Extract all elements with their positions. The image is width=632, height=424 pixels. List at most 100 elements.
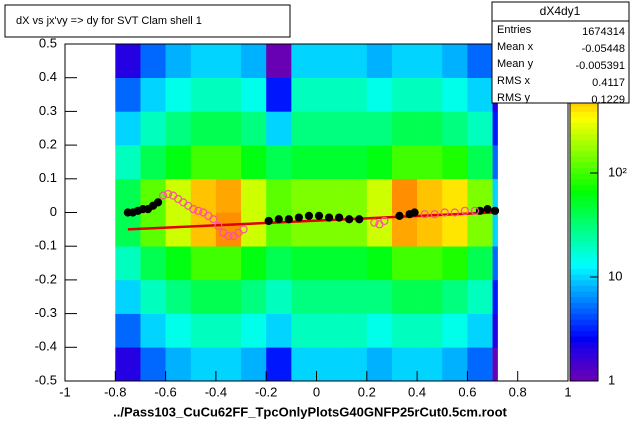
cell (291, 145, 317, 180)
cell (241, 347, 267, 382)
profile-point (224, 231, 233, 241)
cell (417, 44, 443, 78)
cell (291, 246, 317, 281)
cell (165, 347, 192, 382)
color-bar-step (570, 307, 598, 315)
cell (241, 212, 267, 247)
profile-point (355, 215, 364, 224)
cell (266, 279, 292, 314)
x-tick-label: -0.8 (104, 384, 126, 399)
cell (341, 44, 368, 78)
profile-point (158, 191, 168, 200)
cell (215, 178, 242, 213)
cell (341, 111, 368, 146)
cell (190, 279, 217, 314)
cell (391, 145, 418, 180)
cell (492, 212, 498, 247)
color-bar-step (570, 133, 598, 140)
color-bar-step (570, 364, 598, 371)
cell (366, 145, 393, 180)
cell (442, 313, 468, 348)
profile-point (304, 211, 314, 220)
profile-point (153, 198, 163, 207)
cell (316, 347, 342, 382)
cell (241, 77, 267, 112)
cell (442, 212, 468, 247)
cell (291, 279, 317, 314)
cell (366, 178, 393, 213)
x-tick-label: -0.2 (255, 384, 277, 399)
y-tick-label: -0.3 (35, 305, 57, 320)
cell (316, 111, 342, 146)
x-tick-label: 1 (564, 384, 571, 399)
profile-point (380, 216, 389, 226)
cell (391, 77, 418, 112)
color-bar-step (570, 251, 598, 258)
profile-point (440, 208, 449, 217)
cell (266, 246, 292, 281)
cell (291, 347, 317, 382)
cell (165, 246, 192, 281)
y-tick-label: 0.3 (39, 103, 57, 118)
x-tick-label: 0 (313, 384, 320, 399)
x-axis-title: ../Pass103_CuCu62FF_TpcOnlyPlotsG40GNFP2… (113, 404, 507, 419)
color-bar-step (570, 358, 598, 365)
stats-label: Entries (497, 24, 532, 36)
cell (190, 246, 217, 281)
cell (190, 313, 217, 348)
cell (115, 77, 141, 112)
stats-value: -0.005391 (575, 60, 625, 72)
z-tick-label: 10 (608, 268, 622, 283)
profile-point (194, 206, 203, 215)
color-bar-step (570, 341, 598, 348)
color-bar-step (570, 167, 598, 174)
cell (140, 111, 166, 146)
cell (467, 246, 493, 281)
profile-point (410, 208, 419, 217)
color-bar-step (570, 218, 598, 225)
cell (492, 313, 498, 348)
cell (241, 178, 267, 213)
color-bar-step (570, 257, 598, 264)
stats-label: RMS y (497, 92, 531, 104)
y-tick-label: 0.5 (39, 35, 57, 50)
color-bar-step (570, 234, 598, 242)
profile-point (264, 216, 273, 226)
cell (140, 246, 166, 281)
cell (140, 313, 166, 348)
cell (266, 111, 292, 146)
profile-point (470, 206, 480, 215)
color-bar-step (570, 347, 598, 354)
y-tick-label: 0.2 (39, 137, 57, 152)
color-bar-step (570, 206, 598, 213)
cell (341, 246, 368, 281)
color-bar-step (570, 156, 598, 163)
color-bar-step (570, 190, 598, 197)
cell (442, 77, 468, 112)
cell (316, 313, 342, 348)
y-tick-label: 0 (50, 204, 57, 219)
y-tick-label: -0.4 (35, 339, 57, 354)
color-bar-step (570, 150, 598, 157)
profile-point (314, 211, 324, 220)
cell (241, 279, 267, 314)
cell (241, 246, 267, 281)
stats-value: 1674314 (582, 26, 625, 38)
x-tick-label: -0.4 (205, 384, 227, 399)
cell (442, 347, 468, 382)
cell (215, 44, 242, 78)
cell (115, 347, 141, 382)
cell (291, 313, 317, 348)
profile-point (483, 205, 492, 214)
color-bar-step (570, 223, 598, 230)
color-bar-step (570, 145, 598, 152)
cell (417, 313, 443, 348)
cell (165, 44, 192, 78)
cell (165, 313, 192, 348)
cell (316, 178, 342, 213)
cell (442, 246, 468, 281)
chart-title: dX vs jx'vy => dy for SVT Clam shell 1 (16, 15, 202, 27)
color-bar-step (570, 302, 598, 309)
cell (341, 145, 368, 180)
